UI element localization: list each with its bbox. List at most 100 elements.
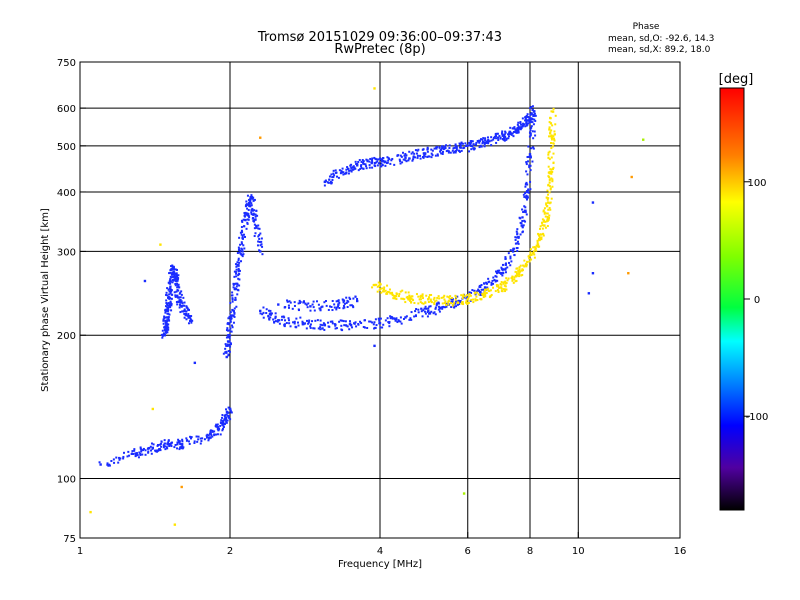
echo-point [332, 172, 335, 175]
echo-point [516, 249, 519, 252]
echo-point [167, 441, 170, 444]
echo-point [354, 295, 357, 298]
echo-point [312, 306, 315, 309]
echo-point [454, 298, 457, 301]
echo-point [209, 429, 212, 432]
echo-point [469, 294, 472, 297]
echo-point [455, 305, 458, 308]
echo-point [399, 154, 402, 157]
echo-point [452, 151, 455, 154]
echo-point [268, 313, 271, 316]
echo-point [231, 298, 234, 301]
echo-point [238, 248, 241, 251]
echo-point [407, 297, 410, 300]
echo-point [232, 283, 235, 286]
echo-point [517, 242, 520, 245]
echo-point [158, 443, 161, 446]
echo-point [460, 302, 463, 305]
echo-point [513, 127, 516, 130]
echo-point [463, 146, 466, 149]
echo-point [547, 151, 550, 154]
echo-point [504, 263, 507, 266]
echo-point [462, 303, 465, 306]
outlier-point [89, 510, 92, 514]
echo-point [434, 300, 437, 303]
echo-point [162, 318, 165, 321]
echo-point [529, 248, 532, 251]
echo-point [529, 156, 532, 159]
echo-point [440, 147, 443, 150]
echo-point [251, 195, 254, 198]
echo-point [169, 280, 172, 283]
echo-point [160, 442, 163, 445]
echo-point [231, 300, 234, 303]
echo-point [423, 307, 426, 310]
echo-point [235, 265, 238, 268]
echo-point [522, 193, 525, 196]
echo-point [360, 322, 363, 325]
echo-point [293, 301, 296, 304]
echo-point [518, 271, 521, 274]
echo-point [185, 310, 188, 313]
echo-point [235, 268, 238, 271]
echo-point [477, 140, 480, 143]
echo-point [528, 120, 531, 123]
echo-point [273, 320, 276, 323]
echo-point [517, 236, 520, 239]
echo-point [139, 446, 142, 449]
x-tick-label: 16 [674, 546, 687, 557]
echo-point [540, 236, 543, 239]
echo-point [233, 275, 236, 278]
data-point [531, 108, 534, 112]
echo-point [339, 319, 342, 322]
echo-point [265, 312, 268, 315]
echo-point [497, 138, 500, 141]
echo-point [175, 290, 178, 293]
echo-point [467, 295, 470, 298]
echo-point [193, 441, 196, 444]
echo-point [518, 127, 521, 130]
echo-point [462, 295, 465, 298]
echo-point [547, 183, 550, 186]
echo-point [168, 319, 171, 322]
echo-point [460, 149, 463, 152]
echo-point [331, 176, 334, 179]
echo-point [503, 284, 506, 287]
echo-point [253, 198, 256, 201]
echo-point [335, 300, 338, 303]
echo-point [552, 107, 555, 110]
echo-point [189, 317, 192, 320]
echo-point [395, 293, 398, 296]
echo-point [551, 124, 554, 127]
echo-point [425, 294, 428, 297]
echo-point [472, 147, 475, 150]
echo-point [233, 270, 236, 273]
echo-point [234, 270, 237, 273]
echo-point [174, 268, 177, 271]
echo-point [207, 439, 210, 442]
echo-point [176, 283, 179, 286]
echo-point [409, 299, 412, 302]
echo-point [482, 288, 485, 291]
echo-point [537, 234, 540, 237]
echo-point [169, 292, 172, 295]
echo-point [538, 235, 541, 238]
echo-point [386, 317, 389, 320]
echo-point [426, 315, 429, 318]
echo-point [474, 291, 477, 294]
data-point [323, 323, 327, 327]
echo-point [170, 273, 173, 276]
echo-point [258, 227, 261, 230]
echo-point [319, 319, 322, 322]
echo-point [311, 320, 314, 323]
echo-point [369, 320, 372, 323]
echo-point [413, 315, 416, 318]
echo-point [338, 320, 341, 323]
echo-point [345, 168, 348, 171]
grid-lines [80, 62, 680, 538]
echo-point [394, 294, 397, 297]
echo-point [167, 439, 170, 442]
echo-point [227, 411, 230, 414]
echo-point [363, 163, 366, 166]
